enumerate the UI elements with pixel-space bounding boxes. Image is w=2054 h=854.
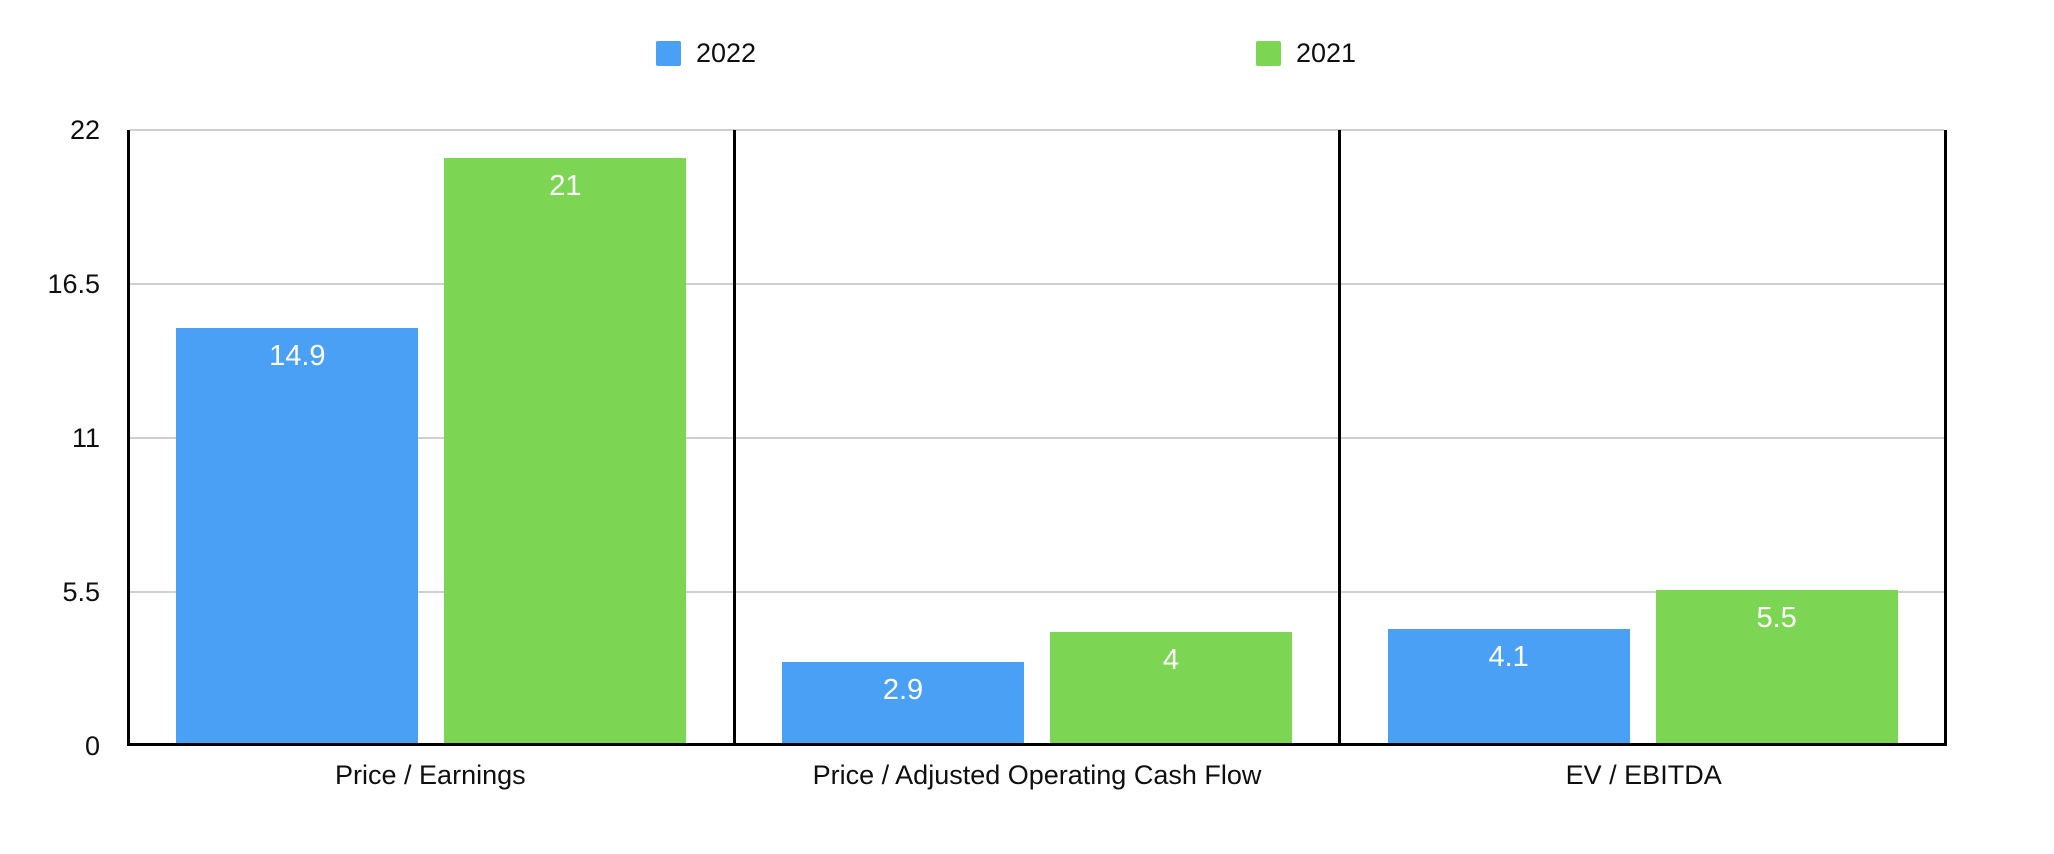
gridline [130,283,1944,285]
bar-2021-2: 4 [1050,631,1292,743]
gridline [130,591,1944,593]
category-label: Price / Adjusted Operating Cash Flow [812,760,1262,790]
bar-2022-2: 2.9 [782,662,1024,743]
y-tick-label: 0 [84,731,100,761]
y-tick-label: 11 [71,423,100,453]
bar-value-label: 21 [549,169,582,202]
legend-item-2022: 2022 [656,38,756,68]
bar-value-label: 5.5 [1756,601,1797,634]
plot-area: 14.9 21 2.9 4 4.1 5.5 [127,129,1947,746]
bar-2022-1: 14.9 [176,327,419,743]
bar-value-label: 4 [1162,643,1180,676]
category-label: EV / EBITDA [1565,760,1722,790]
gridline [130,129,1944,131]
y-tick-label: 22 [69,115,100,145]
legend-swatch-2022 [656,40,681,66]
panel-price-earnings: 14.9 21 [130,130,733,743]
category-label: Price / Earnings [335,760,526,790]
bar-value-label: 14.9 [269,339,326,372]
bar-2021-1: 21 [444,157,687,743]
panel-price-adjusted-operating-cash-flow: 2.9 4 [732,130,1339,743]
legend-label-2022: 2022 [696,38,757,68]
bar-2021-3: 5.5 [1655,589,1898,743]
y-tick-label: 5.5 [62,577,100,607]
legend-swatch-2021 [1256,40,1281,66]
gridline [130,437,1944,439]
bar-value-label: 4.1 [1488,640,1529,673]
bar-value-label: 2.9 [882,674,924,707]
legend-label-2021: 2021 [1296,38,1357,68]
panel-ev-ebitda: 4.1 5.5 [1338,130,1944,743]
bar-2022-3: 4.1 [1387,628,1630,743]
category-panels: 14.9 21 2.9 4 4.1 5.5 [130,130,1944,743]
y-tick-label: 16.5 [47,269,100,299]
x-axis: Price / Earnings Price / Adjusted Operati… [127,758,1947,792]
legend-item-2021: 2021 [1256,38,1356,68]
